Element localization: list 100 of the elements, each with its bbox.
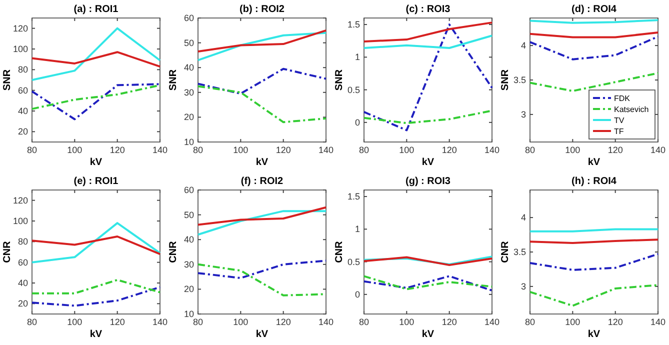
- y-tick-label: 20: [184, 112, 194, 122]
- y-axis-title: CNR: [334, 240, 345, 263]
- y-axis-title: SNR: [2, 68, 13, 91]
- legend-label: FDK: [614, 94, 631, 103]
- y-tick-label: 30: [184, 259, 194, 270]
- y-tick-label: 4: [520, 40, 526, 51]
- line-series: [31, 83, 161, 120]
- x-tick-label: 140: [318, 145, 334, 155]
- chart-title: (h) : ROI4: [572, 176, 617, 187]
- x-tick-label: 100: [233, 145, 248, 155]
- y-tick-label: 10: [184, 309, 194, 319]
- chart-title: (e) : ROI1: [74, 176, 119, 187]
- line-series: [31, 27, 161, 81]
- y-tick-label: 0: [354, 289, 360, 300]
- line-series: [363, 24, 493, 132]
- y-tick-label: 60: [184, 185, 194, 195]
- y-tick-label: 30: [184, 87, 194, 98]
- y-tick-label: 20: [184, 284, 194, 294]
- x-axis-title: kV: [588, 157, 600, 168]
- x-tick-label: 100: [565, 317, 580, 327]
- line-series: [529, 36, 659, 60]
- y-axis-title: SNR: [500, 68, 511, 91]
- y-tick-label: 3: [520, 109, 526, 120]
- y-tick-label: 40: [184, 62, 194, 73]
- legend-label: TF: [614, 127, 624, 136]
- x-axis-title: kV: [422, 157, 434, 168]
- y-tick-label: 80: [18, 236, 28, 247]
- x-tick-label: 80: [192, 317, 204, 327]
- x-axis-title: kV: [256, 329, 268, 340]
- y-axis-title: CNR: [500, 240, 511, 263]
- y-tick-label: 3: [520, 281, 526, 292]
- y-tick-label: 0.5: [347, 84, 360, 95]
- x-tick-label: 100: [565, 145, 580, 155]
- y-axis-title: SNR: [168, 68, 179, 91]
- y-tick-label: 3.5: [513, 247, 526, 257]
- y-tick-label: 4: [520, 212, 526, 223]
- x-tick-label: 120: [276, 145, 291, 155]
- x-tick-label: 100: [399, 317, 414, 327]
- x-tick-label: 140: [152, 145, 168, 155]
- y-tick-label: 120: [12, 195, 28, 206]
- y-tick-label: 1.5: [347, 20, 360, 30]
- line-series: [529, 284, 659, 307]
- line-series: [31, 236, 161, 256]
- chart-title: (b) : ROI2: [240, 4, 285, 15]
- line-series: [31, 51, 161, 68]
- x-tick-label: 140: [484, 317, 500, 327]
- chart-title: (g) : ROI3: [406, 176, 451, 187]
- line-series: [197, 260, 327, 280]
- y-tick-label: 100: [12, 216, 28, 226]
- line-series: [31, 222, 161, 264]
- x-tick-label: 80: [26, 317, 38, 327]
- y-axis-title: SNR: [334, 68, 345, 91]
- x-tick-label: 100: [233, 317, 248, 327]
- y-tick-label: 40: [184, 234, 194, 245]
- y-tick-label: 20: [18, 126, 28, 137]
- x-tick-label: 100: [67, 145, 82, 155]
- x-tick-label: 120: [110, 145, 125, 155]
- chart-title: (c) : ROI3: [406, 4, 451, 15]
- chart-title: (a) : ROI1: [74, 4, 119, 15]
- x-tick-label: 140: [650, 317, 666, 327]
- x-tick-label: 120: [276, 317, 291, 327]
- y-tick-label: 20: [18, 298, 28, 309]
- y-tick-label: 80: [18, 64, 28, 75]
- y-tick-label: 0: [354, 117, 360, 128]
- y-tick-label: 60: [18, 85, 28, 96]
- y-tick-label: 1: [354, 224, 360, 234]
- x-axis-title: kV: [422, 329, 434, 340]
- y-tick-label: 50: [184, 38, 194, 48]
- y-tick-label: 3.5: [513, 75, 526, 85]
- y-tick-label: 0.5: [347, 256, 360, 267]
- x-tick-label: 140: [650, 145, 666, 155]
- y-axis-title: CNR: [168, 240, 179, 263]
- x-tick-label: 120: [442, 145, 457, 155]
- x-tick-label: 80: [26, 145, 38, 155]
- chart-title: (d) : ROI4: [572, 4, 617, 15]
- y-tick-label: 40: [18, 278, 28, 288]
- line-series: [529, 253, 659, 271]
- line-series: [31, 84, 161, 110]
- line-series: [363, 22, 493, 42]
- line-series: [197, 29, 327, 52]
- y-axis-title: CNR: [2, 240, 13, 263]
- x-tick-label: 140: [484, 145, 500, 155]
- line-series: [363, 110, 493, 124]
- line-series: [31, 286, 161, 307]
- chart-title: (f) : ROI2: [240, 176, 284, 187]
- y-tick-label: 1: [354, 52, 360, 62]
- x-tick-label: 120: [608, 317, 623, 327]
- y-tick-label: 50: [184, 210, 194, 220]
- legend-label: TV: [614, 116, 625, 125]
- x-axis-title: kV: [90, 329, 102, 340]
- legend-label: Katsevich: [614, 105, 649, 114]
- y-tick-label: 10: [184, 137, 194, 147]
- line-series: [197, 68, 327, 95]
- x-tick-label: 140: [318, 317, 334, 327]
- x-tick-label: 120: [442, 317, 457, 327]
- x-axis-title: kV: [588, 329, 600, 340]
- y-tick-label: 40: [18, 106, 28, 116]
- x-tick-label: 100: [67, 317, 82, 327]
- x-tick-label: 100: [399, 145, 414, 155]
- x-tick-label: 80: [192, 145, 204, 155]
